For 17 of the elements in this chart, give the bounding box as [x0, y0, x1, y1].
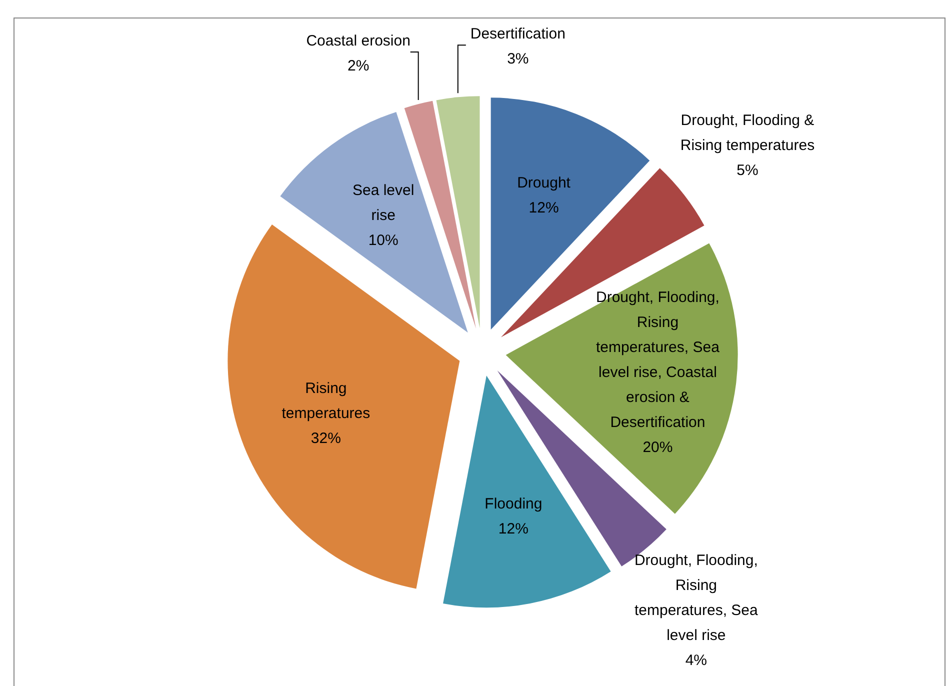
- slice-label: Desertification: [470, 26, 566, 43]
- data-label: 5%: [736, 162, 758, 180]
- data-label: 10%: [368, 232, 398, 250]
- slice-label: Coastal erosion: [306, 32, 410, 50]
- data-label: 2%: [347, 58, 370, 75]
- data-label: 32%: [310, 430, 341, 447]
- data-label: 12%: [528, 199, 559, 216]
- data-label: 12%: [498, 520, 528, 538]
- data-label: 20%: [642, 439, 673, 456]
- slice-label: Drought: [517, 174, 572, 192]
- slice-label: Flooding: [484, 495, 542, 512]
- data-label: 3%: [507, 50, 529, 68]
- slice-label: Drought, Flooding, Rising temperatures, Sea level rise: [634, 552, 759, 644]
- slice-label: Drought, Flooding & Rising temperatures: [680, 112, 815, 154]
- slice-label: Sea level rise: [352, 182, 414, 224]
- data-label: 4%: [685, 652, 708, 669]
- slice-label: Rising temperatures: [282, 380, 370, 422]
